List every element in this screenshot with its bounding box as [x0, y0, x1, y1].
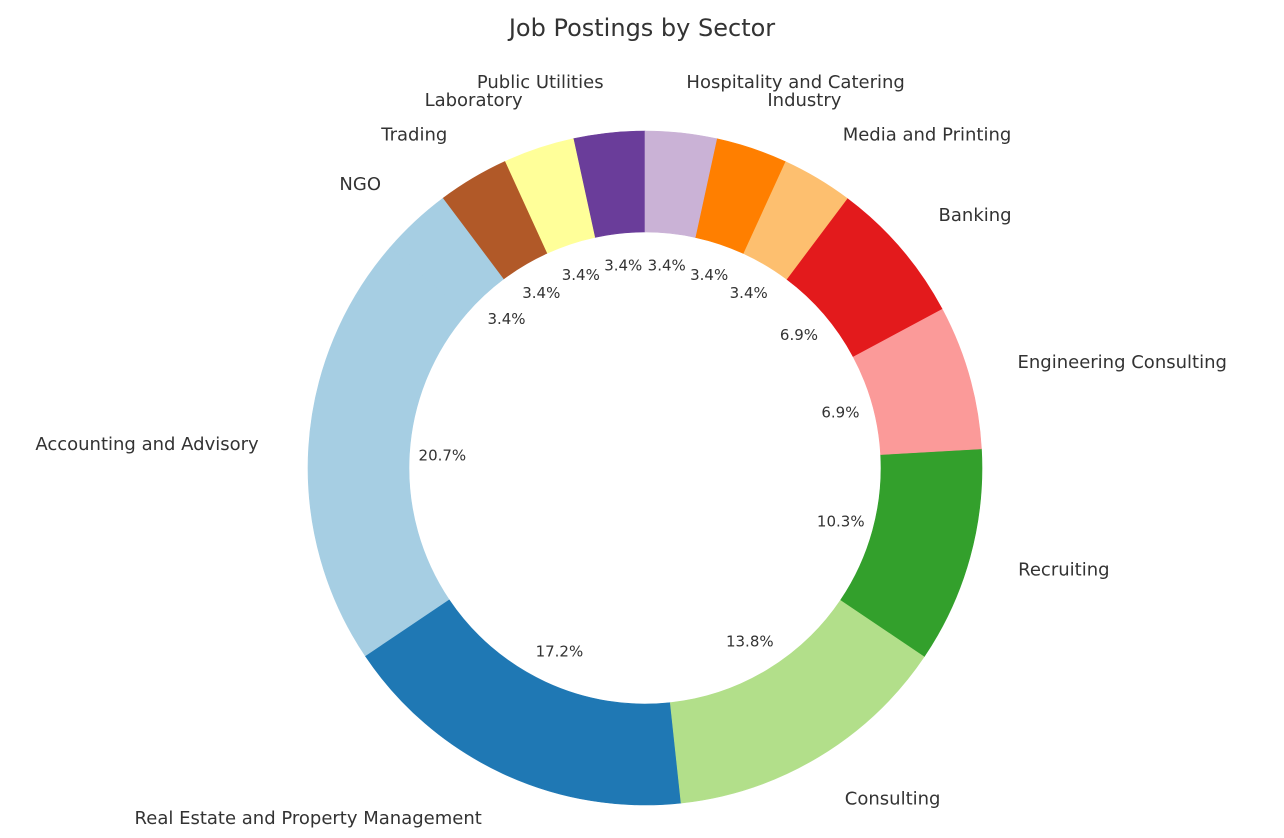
percent-label-laboratory: 3.4% [562, 266, 600, 284]
percent-label-public-utilities: 3.4% [604, 257, 642, 275]
category-label-public-utilities: Public Utilities [477, 72, 604, 93]
category-label-banking: Banking [939, 205, 1012, 226]
category-label-engineering-consulting: Engineering Consulting [1018, 352, 1227, 373]
category-label-industry: Industry [767, 90, 841, 111]
slice-accounting-and-advisory [307, 247, 467, 657]
category-label-consulting: Consulting [845, 788, 941, 809]
slice-hospitality-and-catering [644, 130, 718, 238]
slice-real-estate-and-property-management [365, 599, 682, 806]
percent-label-recruiting: 10.3% [817, 512, 865, 530]
percent-label-real-estate-and-property-management: 17.2% [536, 643, 584, 661]
category-label-hospitality-and-catering: Hospitality and Catering [686, 72, 904, 93]
percent-label-industry: 3.4% [690, 266, 728, 284]
chart-title: Job Postings by Sector [508, 14, 776, 42]
percent-label-consulting: 13.8% [726, 632, 774, 650]
percent-label-engineering-consulting: 6.9% [821, 403, 859, 421]
percent-label-hospitality-and-catering: 3.4% [648, 257, 686, 275]
category-label-media-and-printing: Media and Printing [843, 124, 1012, 145]
category-label-recruiting: Recruiting [1018, 560, 1109, 581]
category-label-laboratory: Laboratory [425, 90, 523, 111]
category-label-ngo: NGO [339, 174, 381, 195]
percent-label-media-and-printing: 3.4% [730, 284, 768, 302]
slices-group [307, 130, 983, 806]
category-label-trading: Trading [380, 124, 447, 145]
percent-label-accounting-and-advisory: 20.7% [419, 446, 467, 464]
percent-label-trading: 3.4% [522, 284, 560, 302]
percent-label-banking: 6.9% [780, 326, 818, 344]
category-label-real-estate-and-property-management: Real Estate and Property Management [135, 808, 482, 829]
percent-labels-group: 3.4%3.4%3.4%3.4%20.7%17.2%13.8%10.3%6.9%… [419, 257, 865, 661]
percent-label-ngo: 3.4% [487, 310, 525, 328]
category-label-accounting-and-advisory: Accounting and Advisory [35, 434, 259, 455]
